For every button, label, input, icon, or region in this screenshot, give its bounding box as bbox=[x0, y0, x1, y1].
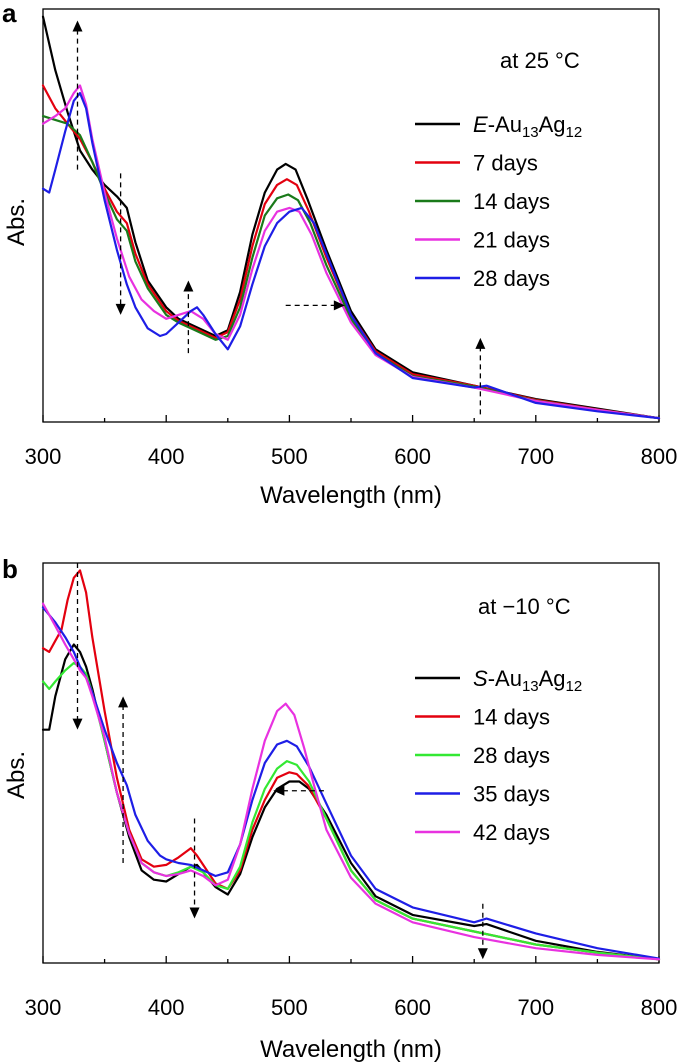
x-tick-label-b-300: 300 bbox=[25, 995, 62, 1020]
legend-a: E-Au13Ag12 7 days 14 days 21 days 28 days bbox=[415, 112, 582, 291]
series-group-a bbox=[41, 15, 661, 420]
legend-label-a-3: 21 days bbox=[473, 228, 550, 253]
legend-item-b-3: 35 days bbox=[415, 782, 550, 807]
legend-item-a-1: 7 days bbox=[415, 151, 538, 176]
series-group-b bbox=[41, 569, 661, 961]
panel-label-a: a bbox=[2, 0, 17, 28]
legend-label-a-2: 14 days bbox=[473, 189, 550, 214]
legend-item-b-0: S-Au13Ag12 bbox=[415, 666, 582, 695]
series-line-b-3 bbox=[41, 606, 661, 960]
legend-item-b-2: 28 days bbox=[415, 743, 550, 768]
x-tick-label-a-500: 500 bbox=[271, 444, 308, 469]
legend-label-a-1: 7 days bbox=[473, 151, 538, 176]
xlabel-a: Wavelength (nm) bbox=[260, 482, 442, 509]
x-tick-label-a-800: 800 bbox=[641, 444, 678, 469]
x-tick-label-a-400: 400 bbox=[148, 444, 185, 469]
legend-item-b-1: 14 days bbox=[415, 705, 550, 730]
x-tick-label-b-400: 400 bbox=[148, 995, 185, 1020]
panel-b: b Abs. Wavelength (nm) at −10 °C 300 400 5… bbox=[2, 554, 677, 1063]
legend-label-b-0: S-Au13Ag12 bbox=[473, 666, 582, 695]
series-line-b-4 bbox=[41, 602, 661, 961]
legend-item-a-3: 21 days bbox=[415, 228, 550, 253]
arrow-down-b-0 bbox=[72, 563, 83, 730]
x-tick-label-a-300: 300 bbox=[25, 444, 62, 469]
series-line-a-0 bbox=[41, 15, 661, 420]
legend-item-b-4: 42 days bbox=[415, 820, 550, 845]
panel-a: a Abs. Wavelength (nm) at 25 °C 300 400 50… bbox=[2, 0, 677, 509]
temperature-annotation-a: at 25 °C bbox=[500, 48, 580, 73]
x-tick-label-b-800: 800 bbox=[641, 995, 678, 1020]
panel-label-b: b bbox=[2, 554, 18, 584]
ylabel-b: Abs. bbox=[3, 751, 30, 799]
x-ticks-a: 300 400 500 600 700 800 bbox=[25, 415, 678, 469]
arrow-up-a-0 bbox=[72, 20, 83, 170]
temperature-annotation-b: at −10 °C bbox=[478, 594, 571, 619]
legend-label-b-3: 35 days bbox=[473, 782, 550, 807]
x-ticks-b: 300 400 500 600 700 800 bbox=[25, 956, 678, 1020]
series-line-a-4 bbox=[41, 92, 661, 420]
legend-label-b-4: 42 days bbox=[473, 820, 550, 845]
plot-frame-b bbox=[42, 562, 660, 964]
x-tick-label-b-600: 600 bbox=[394, 995, 431, 1020]
legend-b: S-Au13Ag12 14 days 28 days 35 days 42 days bbox=[415, 666, 582, 845]
legend-label-b-1: 14 days bbox=[473, 705, 550, 730]
legend-item-a-0: E-Au13Ag12 bbox=[415, 112, 582, 141]
x-tick-label-a-700: 700 bbox=[517, 444, 554, 469]
arrow-left-b-4 bbox=[273, 785, 324, 796]
xlabel-b: Wavelength (nm) bbox=[260, 1036, 442, 1063]
x-tick-label-b-500: 500 bbox=[271, 995, 308, 1020]
arrow-down-a-1 bbox=[115, 173, 126, 315]
arrow-up-a-2 bbox=[183, 280, 194, 354]
series-line-b-1 bbox=[41, 569, 661, 961]
arrow-up-b-1 bbox=[118, 696, 129, 863]
arrows-a bbox=[72, 20, 486, 415]
legend-label-a-0: E-Au13Ag12 bbox=[473, 112, 582, 141]
arrow-down-b-3 bbox=[477, 903, 488, 960]
x-tick-label-b-700: 700 bbox=[517, 995, 554, 1020]
x-tick-label-a-600: 600 bbox=[394, 444, 431, 469]
legend-label-b-2: 28 days bbox=[473, 743, 550, 768]
arrows-b bbox=[72, 563, 488, 960]
legend-item-a-2: 14 days bbox=[415, 189, 550, 214]
arrow-right-a-4 bbox=[285, 300, 345, 311]
arrow-up-a-3 bbox=[475, 337, 486, 415]
ylabel-a: Abs. bbox=[3, 198, 30, 246]
legend-item-a-4: 28 days bbox=[415, 266, 550, 291]
arrow-down-b-2 bbox=[189, 818, 200, 919]
series-line-a-2 bbox=[41, 115, 661, 420]
legend-label-a-4: 28 days bbox=[473, 266, 550, 291]
